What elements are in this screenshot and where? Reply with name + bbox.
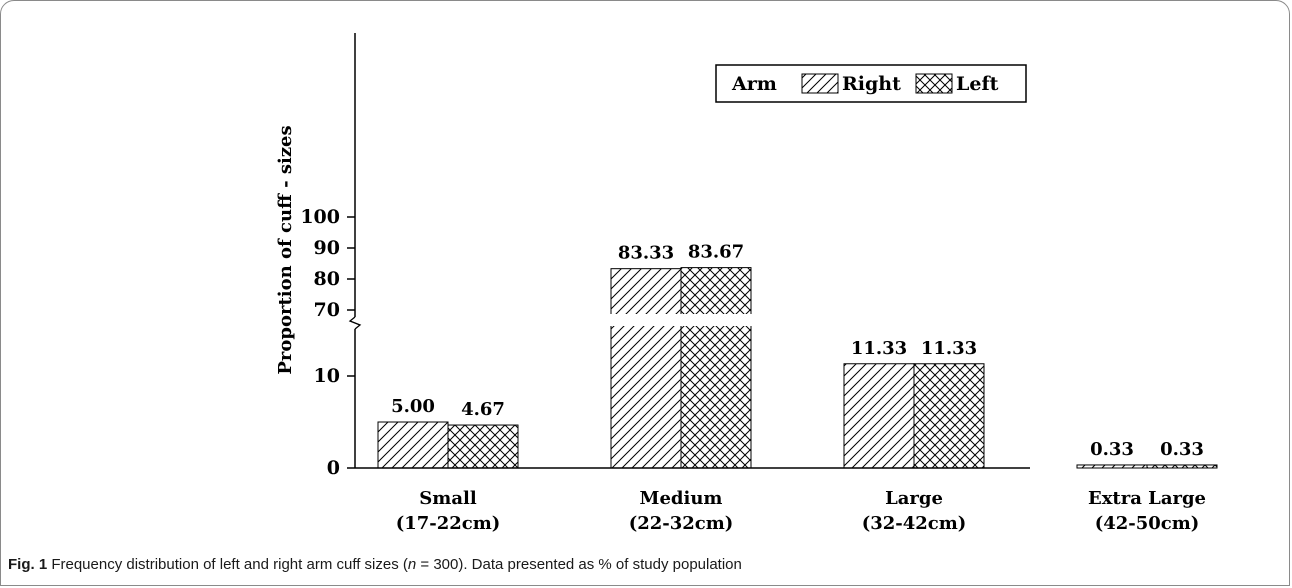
category-label-range: (32-42cm) xyxy=(862,513,967,534)
caption-text-1: Frequency distribution of left and right… xyxy=(47,556,408,573)
y-axis xyxy=(348,33,362,468)
legend-label-right: Right xyxy=(842,73,901,95)
y-tick-label: 0 xyxy=(327,457,340,479)
data-label-left: 4.67 xyxy=(461,399,505,420)
y-tick-label: 10 xyxy=(314,365,340,387)
bar-right xyxy=(377,421,449,469)
y-axis-title: Proportion of cuff - sizes xyxy=(275,125,296,374)
figure-caption: Fig. 1 Frequency distribution of left an… xyxy=(8,556,742,573)
legend-title: Arm xyxy=(731,73,777,95)
legend-label-left: Left xyxy=(956,73,999,95)
data-label-left: 0.33 xyxy=(1160,439,1204,460)
y-tick-label: 90 xyxy=(314,237,340,259)
data-label-right: 83.33 xyxy=(618,243,674,264)
caption-n-symbol: n xyxy=(407,556,417,573)
caption-label: Fig. 1 xyxy=(8,556,48,573)
bar-right xyxy=(610,268,682,469)
data-label-right: 0.33 xyxy=(1090,439,1134,460)
category-label-range: (22-32cm) xyxy=(629,513,734,534)
bar-chart: Proportion of cuff - sizes 010708090100 … xyxy=(275,33,1218,534)
bar-right xyxy=(843,363,915,469)
axis-break-mark xyxy=(348,316,362,330)
bar-break-gaps xyxy=(610,314,752,326)
legend-swatch-left xyxy=(915,73,953,94)
data-label-right: 5.00 xyxy=(391,396,435,417)
y-tick-label: 80 xyxy=(314,268,340,290)
data-label-right: 11.33 xyxy=(851,338,907,359)
category-label-name: Medium xyxy=(640,488,723,509)
y-ticks: 0 10 70 80 90 100 xyxy=(300,206,355,479)
bar-break-gap xyxy=(610,314,682,326)
bars xyxy=(377,267,1218,469)
category-label-range: (42-50cm) xyxy=(1095,513,1200,534)
data-labels: 5.00 4.67 83.33 83.67 11.33 11.33 0.33 0.33 xyxy=(391,242,1204,460)
bar-left xyxy=(447,424,519,469)
legend: Arm Right Left xyxy=(715,64,1027,103)
bar-break-gap xyxy=(680,314,752,326)
data-label-left: 11.33 xyxy=(921,338,977,359)
y-tick-label: 100 xyxy=(300,206,340,228)
bar-left xyxy=(913,363,985,469)
y-tick-label: 70 xyxy=(314,299,340,321)
category-labels: Small (17-22cm) Medium (22-32cm) Large (32-42… xyxy=(396,488,1206,534)
data-label-left: 83.67 xyxy=(688,242,744,263)
category-label-range: (17-22cm) xyxy=(396,513,501,534)
caption-text-2: = 300). Data presented as % of study pop… xyxy=(416,556,742,573)
category-label-name: Small xyxy=(419,488,477,509)
category-label-name: Extra Large xyxy=(1088,488,1206,509)
bar-right xyxy=(1076,464,1148,469)
bar-left xyxy=(1146,464,1218,469)
bar-left xyxy=(680,267,752,469)
legend-swatch-right xyxy=(801,73,839,94)
category-label-name: Large xyxy=(885,488,943,509)
